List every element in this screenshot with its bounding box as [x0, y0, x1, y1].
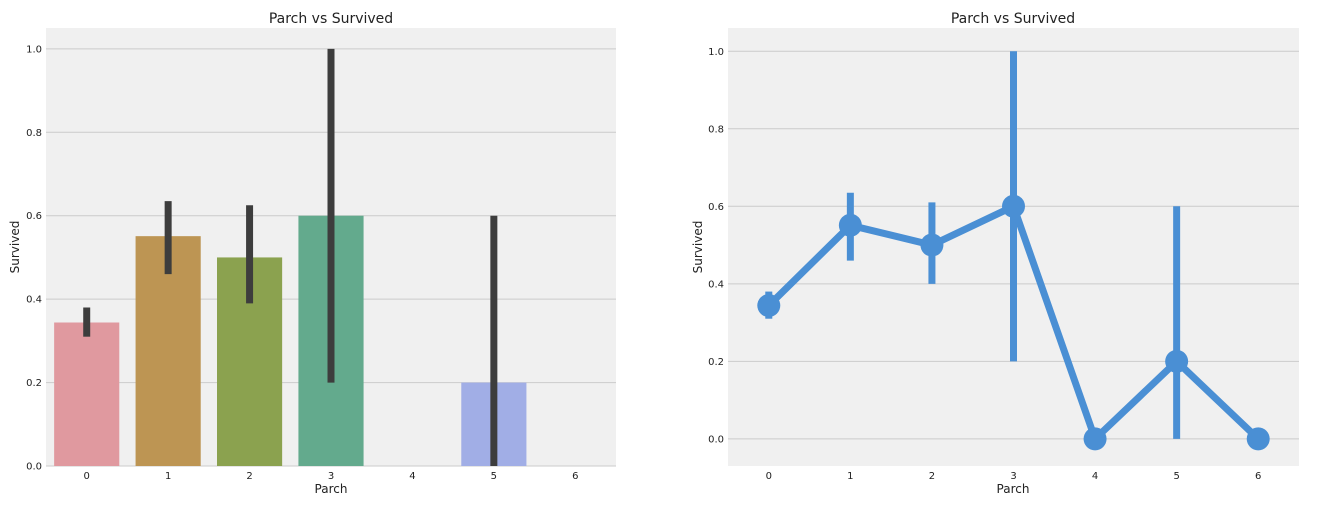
x-tick-label: 5 [1173, 471, 1179, 482]
bar-chart-y-axis-label: Survived [8, 221, 22, 274]
point-plot-panel: 0.0 0.2 0.4 0.6 0.8 1.0 0 1 2 3 4 5 6 Parch vs Surv… [691, 11, 1299, 496]
point-plot-y-ticks: 0.0 0.2 0.4 0.6 0.8 1.0 [708, 47, 724, 446]
x-tick-label: 0 [84, 471, 90, 482]
point-4 [1083, 427, 1107, 451]
x-tick-label: 1 [847, 471, 853, 482]
y-tick-label: 1.0 [708, 47, 724, 58]
point-plot-y-axis-label: Survived [691, 221, 705, 274]
x-tick-label: 3 [328, 471, 334, 482]
x-tick-label: 6 [572, 471, 578, 482]
point-3 [1002, 194, 1025, 218]
x-tick-label: 0 [766, 471, 772, 482]
y-tick-label: 0.8 [26, 128, 42, 139]
y-tick-label: 0.6 [708, 202, 724, 213]
bar-chart-x-axis-label: Parch [315, 482, 348, 496]
point-2 [920, 233, 944, 257]
bar-0 [54, 322, 120, 466]
x-tick-label: 6 [1255, 471, 1261, 482]
bar-chart-y-ticks: 0.0 0.2 0.4 0.6 0.8 1.0 [26, 44, 42, 472]
point-plot-markers [757, 194, 1270, 451]
bar-chart-x-ticks: 0 1 2 3 4 5 6 [84, 471, 579, 482]
y-tick-label: 0.2 [26, 378, 42, 389]
bar-chart-error-bars [83, 48, 498, 466]
x-tick-label: 4 [1092, 471, 1098, 482]
x-tick-label: 1 [165, 471, 171, 482]
y-tick-label: 0.4 [708, 279, 724, 290]
y-tick-label: 1.0 [26, 44, 42, 55]
point-plot-title: Parch vs Survived [951, 11, 1075, 27]
y-tick-label: 0.6 [26, 211, 42, 222]
bar-chart-title: Parch vs Survived [269, 11, 393, 27]
point-0 [757, 294, 781, 318]
point-plot-x-axis-label: Parch [997, 482, 1030, 496]
y-tick-label: 0.0 [708, 434, 724, 445]
point-6 [1246, 427, 1270, 451]
x-tick-label: 2 [246, 471, 252, 482]
y-tick-label: 0.2 [708, 357, 724, 368]
x-tick-label: 4 [409, 471, 415, 482]
x-tick-label: 3 [1010, 471, 1016, 482]
point-5 [1165, 349, 1189, 373]
bar-1 [135, 236, 201, 466]
bar-chart-panel: 0.0 0.2 0.4 0.6 0.8 1.0 0 1 2 3 4 5 6 Parch vs Surv… [8, 11, 616, 496]
y-tick-label: 0.8 [708, 124, 724, 135]
point-plot-x-ticks: 0 1 2 3 4 5 6 [766, 471, 1262, 482]
y-tick-label: 0.4 [26, 295, 42, 306]
x-tick-label: 2 [929, 471, 935, 482]
x-tick-label: 5 [491, 471, 497, 482]
point-1 [838, 213, 862, 237]
y-tick-label: 0.0 [26, 462, 42, 473]
